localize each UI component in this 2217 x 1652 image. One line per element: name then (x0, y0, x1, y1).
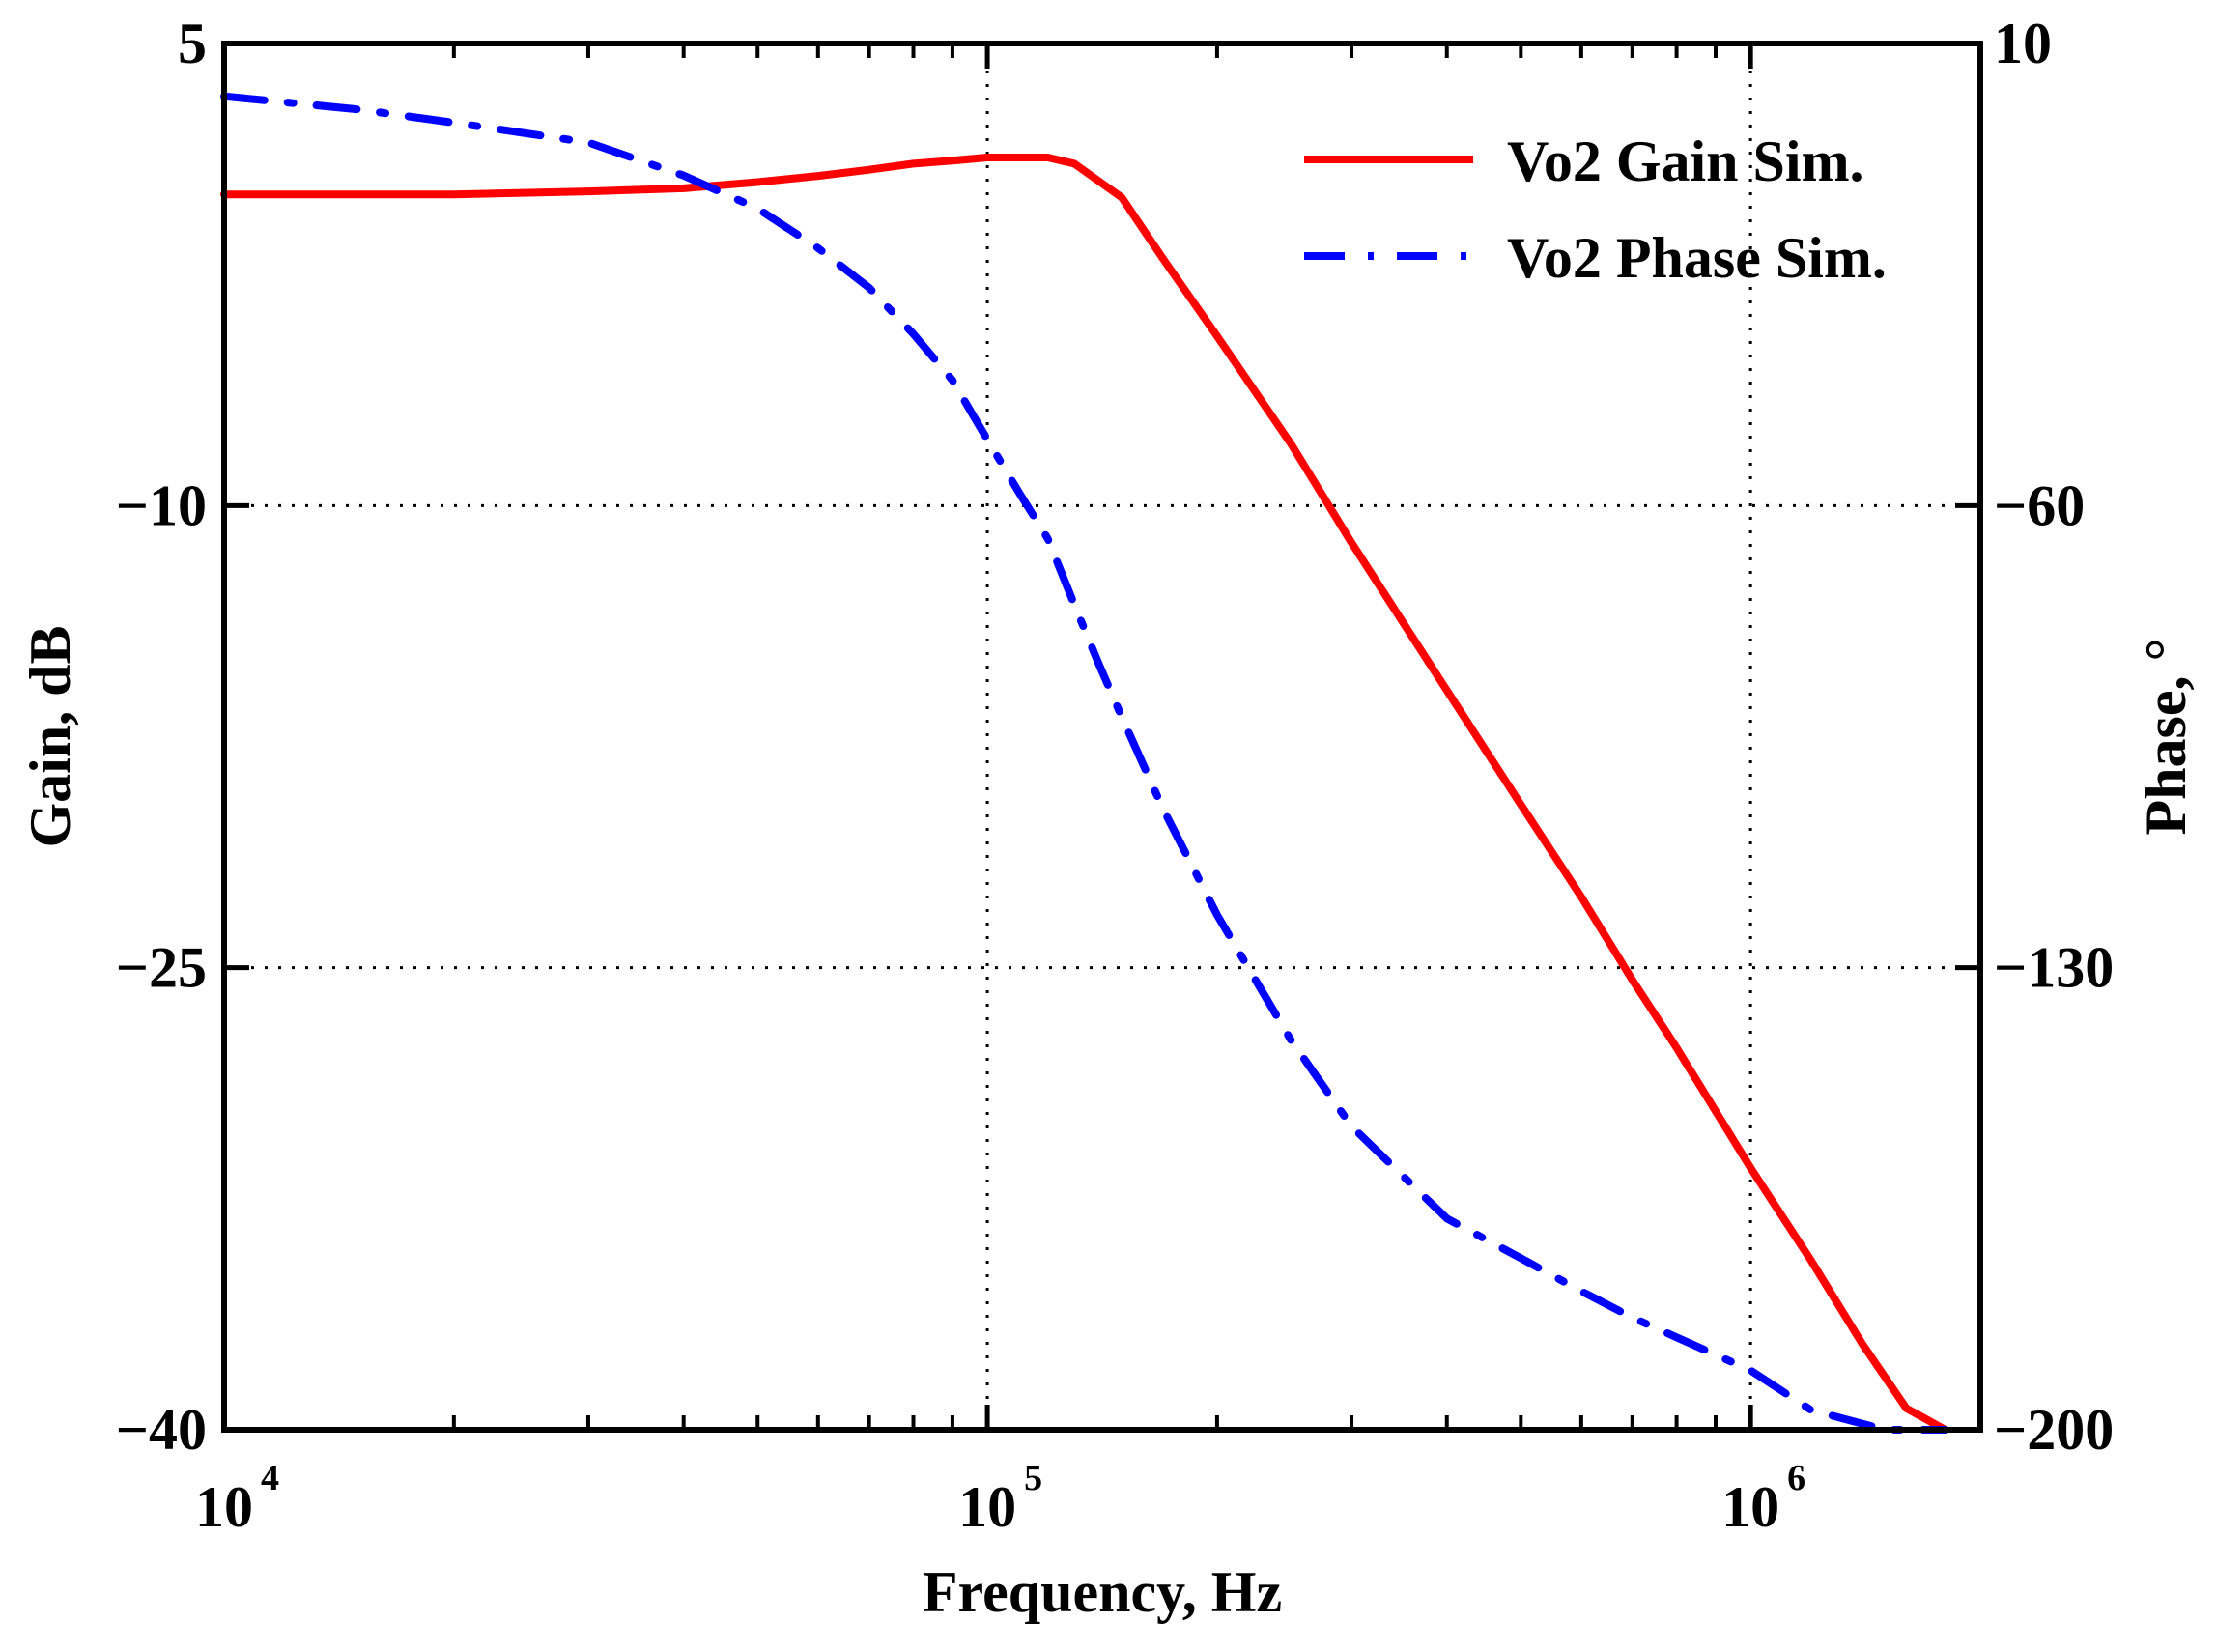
x-tick-label: 10 (1721, 1475, 1779, 1539)
legend-label-phase: Vo2 Phase Sim. (1507, 226, 1887, 290)
plot-frame (221, 41, 1983, 1433)
y-axis-title: Gain, dB (18, 625, 82, 847)
series-layer (220, 92, 1949, 1434)
y-tick-label: −10 (116, 473, 207, 537)
x-tick-exponent: 4 (261, 1458, 279, 1498)
x-tick-exponent: 6 (1787, 1458, 1805, 1498)
y-tick-label: 5 (178, 12, 207, 75)
gain-series-line (220, 154, 1949, 1434)
x-tick-label: 10 (195, 1475, 253, 1539)
legend-label-gain: Vo2 Gain Sim. (1507, 129, 1864, 193)
tick-layer (221, 41, 1980, 1433)
y2-tick-label: −60 (1994, 473, 2085, 537)
y-tick-label: −40 (116, 1398, 207, 1462)
x-axis-title: Frequency, Hz (923, 1560, 1282, 1624)
x-tick-label: 10 (958, 1475, 1016, 1539)
y2-axis-title: Phase, ° (2134, 639, 2198, 836)
legend: Vo2 Gain Sim. Vo2 Phase Sim. (1304, 129, 1887, 290)
grid-layer (224, 43, 1980, 1430)
y2-tick-label: 10 (1994, 12, 2052, 75)
phase-series-line (220, 92, 1949, 1434)
y2-tick-label: −200 (1994, 1398, 2114, 1462)
y2-tick-label: −130 (1994, 936, 2114, 1000)
x-tick-exponent: 5 (1024, 1458, 1042, 1498)
y-tick-label: −25 (116, 936, 207, 1000)
